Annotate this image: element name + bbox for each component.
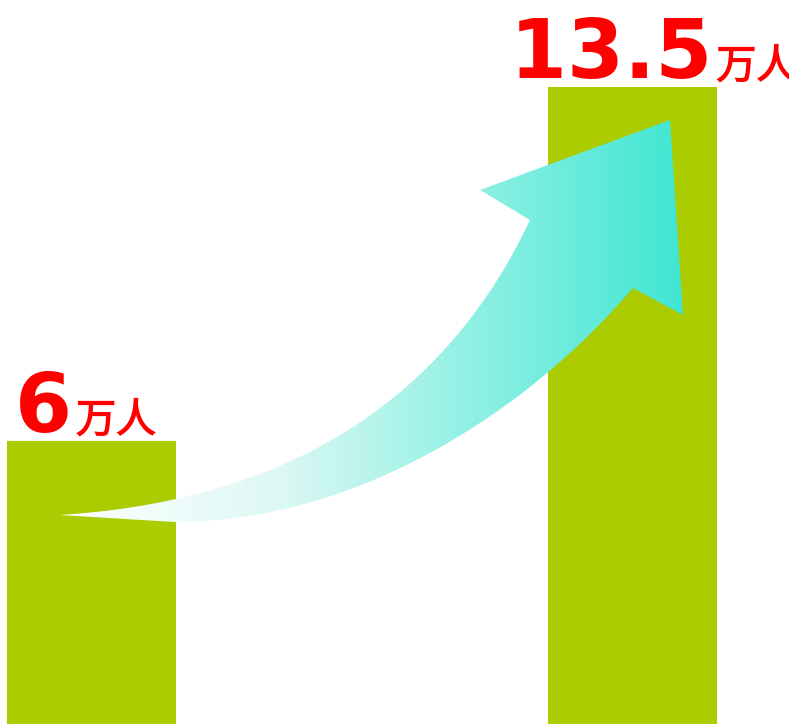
labels: 6 万人 13.5 万人 [15, 3, 789, 452]
growth-arrow [60, 120, 683, 522]
bar [7, 440, 176, 724]
value-label: 6 万人 [15, 357, 156, 452]
value-label: 13.5 万人 [510, 3, 789, 98]
